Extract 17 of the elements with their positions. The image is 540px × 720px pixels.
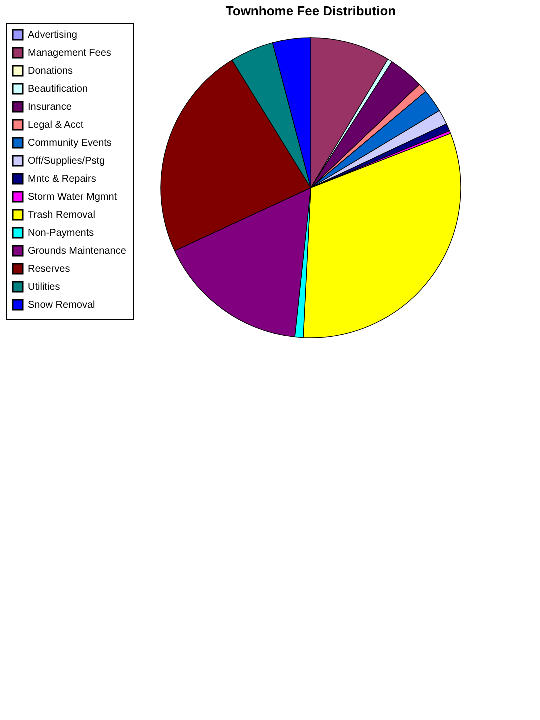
legend-label: Storm Water Mgmnt <box>28 192 118 203</box>
chart-title: Townhome Fee Distribution <box>226 4 396 18</box>
legend-label: Legal & Acct <box>28 120 84 131</box>
legend-label: Mntc & Repairs <box>28 174 96 185</box>
legend-label: Off/Supplies/Pstg <box>28 156 106 167</box>
legend-label: Utilities <box>28 282 60 293</box>
legend-label: Reserves <box>28 264 70 275</box>
legend-label: Community Events <box>28 138 112 149</box>
legend-label: Management Fees <box>28 48 112 59</box>
legend-label: Advertising <box>28 30 78 41</box>
legend-label: Trash Removal <box>28 210 96 221</box>
legend-label: Grounds Maintenance <box>28 246 127 257</box>
legend-label: Insurance <box>28 102 72 113</box>
legend-label: Snow Removal <box>28 300 96 311</box>
legend-label: Non-Payments <box>28 228 94 239</box>
legend-label: Donations <box>28 66 74 77</box>
legend-label: Beautification <box>28 84 88 95</box>
